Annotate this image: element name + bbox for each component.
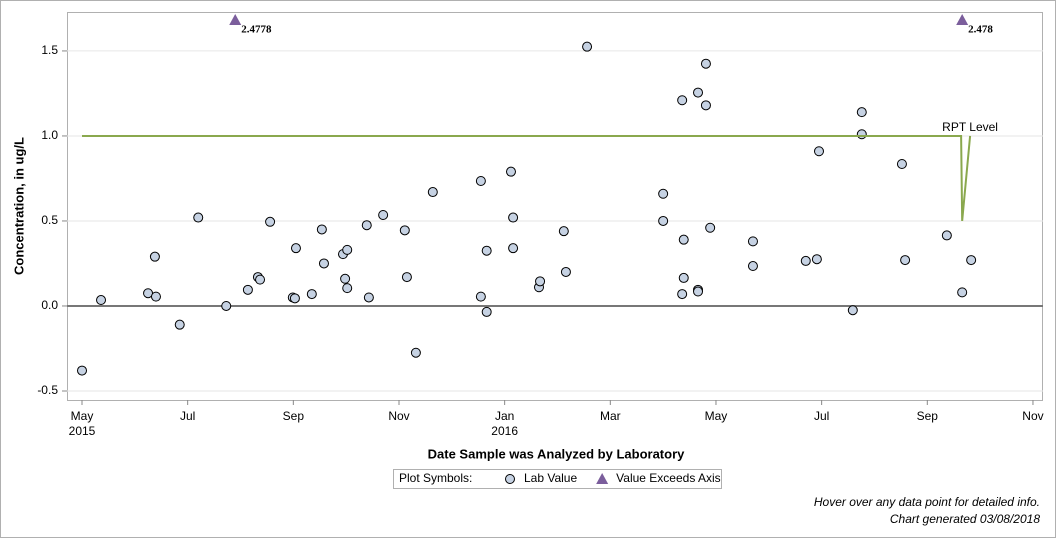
- data-point[interactable]: [900, 255, 911, 266]
- x-tick-label: Sep: [283, 409, 305, 423]
- data-point[interactable]: [705, 222, 716, 233]
- x-tick-label: May: [705, 409, 728, 423]
- data-point[interactable]: [361, 220, 372, 231]
- data-point[interactable]: [306, 289, 317, 300]
- y-tick-label: 0.0: [41, 298, 58, 312]
- line-label: RPT Level: [942, 120, 998, 134]
- x-tick-label: Mar: [600, 409, 621, 423]
- data-point[interactable]: [941, 230, 952, 241]
- legend-title: Plot Symbols:: [399, 471, 472, 485]
- data-point[interactable]: [678, 272, 689, 283]
- x-tick-label: Nov: [388, 409, 409, 423]
- value-label: 2.478: [968, 24, 993, 36]
- data-point[interactable]: [289, 293, 300, 304]
- data-point[interactable]: [363, 292, 374, 303]
- data-point[interactable]: [401, 272, 412, 283]
- plot-frame: [67, 12, 1043, 401]
- data-point[interactable]: [677, 95, 688, 106]
- data-point[interactable]: [693, 286, 704, 297]
- data-point[interactable]: [149, 251, 160, 262]
- data-point[interactable]: [813, 146, 824, 157]
- data-point[interactable]: [342, 283, 353, 294]
- data-point[interactable]: [508, 243, 519, 254]
- data-point[interactable]: [896, 159, 907, 170]
- data-point[interactable]: [747, 261, 758, 272]
- data-point[interactable]: [378, 210, 389, 221]
- x-tick-label: Jan: [495, 409, 514, 423]
- data-point[interactable]: [508, 212, 519, 223]
- y-tick-label: 1.0: [41, 128, 58, 142]
- exceeds-marker[interactable]: [229, 14, 242, 25]
- x-year-label: 2016: [491, 424, 518, 438]
- data-point[interactable]: [856, 107, 867, 118]
- data-point[interactable]: [811, 254, 822, 265]
- data-point[interactable]: [481, 245, 492, 256]
- data-point[interactable]: [316, 224, 327, 235]
- legend-symbol: [505, 474, 515, 484]
- data-point[interactable]: [505, 166, 516, 177]
- legend-label: Lab Value: [524, 471, 577, 485]
- rpt-line: [82, 134, 972, 222]
- data-point[interactable]: [678, 234, 689, 245]
- y-axis-label: Concentration, in ug/L: [11, 137, 26, 275]
- data-point[interactable]: [221, 300, 232, 311]
- data-point[interactable]: [966, 255, 977, 266]
- x-axis-label: Date Sample was Analyzed by Laboratory: [428, 446, 685, 461]
- data-point[interactable]: [427, 187, 438, 198]
- data-point[interactable]: [77, 365, 88, 376]
- data-point[interactable]: [290, 243, 301, 254]
- data-point[interactable]: [399, 225, 410, 236]
- data-point[interactable]: [658, 215, 669, 226]
- x-tick-label: Jul: [814, 409, 829, 423]
- data-point[interactable]: [174, 319, 185, 330]
- x-tick-label: Nov: [1022, 409, 1043, 423]
- y-tick-label: -0.5: [37, 383, 58, 397]
- data-point[interactable]: [475, 176, 486, 187]
- data-point[interactable]: [700, 100, 711, 111]
- data-point[interactable]: [342, 244, 353, 255]
- data-point[interactable]: [96, 295, 107, 306]
- data-point[interactable]: [475, 291, 486, 302]
- x-tick-label: Jul: [180, 409, 195, 423]
- data-point[interactable]: [535, 276, 546, 287]
- legend-box: [393, 469, 722, 489]
- data-point[interactable]: [677, 289, 688, 300]
- exceeds-marker[interactable]: [956, 14, 969, 25]
- x-year-label: 2015: [69, 424, 96, 438]
- data-point[interactable]: [856, 129, 867, 140]
- data-point[interactable]: [800, 255, 811, 266]
- data-point[interactable]: [150, 291, 161, 302]
- data-point[interactable]: [957, 287, 968, 298]
- data-point[interactable]: [242, 284, 253, 295]
- data-point[interactable]: [265, 216, 276, 227]
- data-point[interactable]: [193, 212, 204, 223]
- data-point[interactable]: [847, 305, 858, 316]
- footnote: Hover over any data point for detailed i…: [814, 495, 1040, 509]
- y-tick-label: 1.5: [41, 43, 58, 57]
- data-point[interactable]: [582, 41, 593, 52]
- data-point[interactable]: [410, 347, 421, 358]
- data-point[interactable]: [481, 306, 492, 317]
- data-point[interactable]: [747, 236, 758, 247]
- data-point[interactable]: [318, 258, 329, 269]
- data-point[interactable]: [658, 188, 669, 199]
- legend-symbol: [596, 473, 609, 484]
- data-point[interactable]: [558, 226, 569, 237]
- y-tick-label: 0.5: [41, 213, 58, 227]
- data-point[interactable]: [700, 58, 711, 69]
- data-point[interactable]: [560, 266, 571, 277]
- legend-label: Value Exceeds Axis: [616, 471, 721, 485]
- data-point[interactable]: [340, 273, 351, 284]
- value-label: 2.4778: [241, 24, 272, 36]
- x-tick-label: Sep: [917, 409, 939, 423]
- x-tick-label: May: [71, 409, 94, 423]
- data-point[interactable]: [255, 274, 266, 285]
- data-point[interactable]: [693, 87, 704, 98]
- footnote: Chart generated 03/08/2018: [890, 512, 1040, 526]
